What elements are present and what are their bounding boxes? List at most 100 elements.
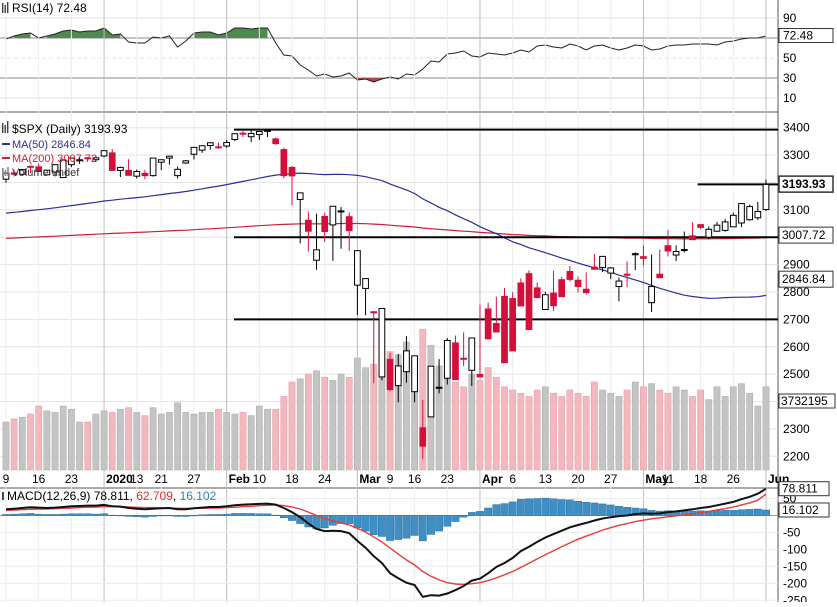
macd-histogram-bar [239, 513, 247, 516]
candle [329, 205, 337, 261]
candle-body [35, 166, 43, 173]
candle-body [403, 350, 410, 373]
rsi-tick-label: 30 [783, 71, 797, 85]
volume-bar [182, 412, 190, 471]
volume-bar [255, 405, 263, 471]
macd-histogram-bar [516, 498, 525, 516]
volume-bar [492, 376, 500, 471]
candle [501, 287, 508, 364]
candle [337, 207, 345, 249]
candle-body [296, 192, 304, 200]
volume-bar [721, 396, 729, 471]
candle-body [623, 273, 631, 276]
macd-tick-label: -150 [783, 559, 807, 573]
candle [92, 155, 100, 162]
candle [705, 226, 713, 240]
candle-body [762, 183, 770, 211]
volume-bar [648, 383, 655, 471]
volume-bar [664, 392, 672, 471]
x-tick-label: Mar [359, 472, 381, 486]
macd-tick-label: -250 [783, 593, 807, 602]
candle-body [59, 159, 67, 179]
candle [509, 292, 517, 352]
volume-bars [2, 328, 770, 471]
candle-body [149, 157, 157, 177]
volume-bar [574, 392, 582, 471]
volume-icon [2, 167, 9, 176]
macd-histogram-bar [190, 515, 198, 517]
candle-body [541, 294, 549, 311]
volume-bar [84, 421, 92, 471]
candle-body [288, 166, 296, 177]
macd-histogram-bar [435, 515, 443, 532]
rsi-overbought-fill [194, 28, 268, 38]
candle [223, 140, 231, 148]
x-tick-label: 10 [253, 472, 267, 486]
volume-bar [190, 413, 198, 471]
volume-bar [108, 412, 116, 471]
rsi-badge-text: 72.48 [783, 29, 813, 43]
candle [157, 159, 165, 171]
candle-body [435, 386, 443, 389]
candle [582, 272, 590, 295]
candle-body [272, 138, 280, 145]
volume-bar [27, 413, 34, 471]
candle-body [591, 266, 598, 270]
candle [713, 221, 721, 232]
candle [615, 277, 623, 302]
candle-body [313, 249, 320, 261]
volume-bar [2, 421, 10, 471]
macd-main-line [5, 487, 767, 599]
macd-histogram-bar [132, 515, 141, 518]
histogram-value-badge: 16.102 [778, 502, 830, 518]
volume-bar [247, 415, 255, 471]
price-tick-label: 3300 [783, 148, 810, 162]
macd-histogram-bar [2, 514, 10, 516]
candle-body [599, 255, 606, 269]
candle-body [51, 164, 59, 173]
candle-body [427, 365, 435, 418]
price-tick-label: 2200 [783, 449, 810, 463]
candle [664, 230, 672, 257]
candle [533, 282, 541, 299]
volume-bar [18, 416, 26, 471]
macd-histogram-bar [598, 503, 607, 516]
symbol-label: $SPX (Daily) 3193.93 [12, 122, 128, 136]
macd-histogram-bar [353, 515, 362, 529]
volume-bar [296, 378, 304, 471]
price-tick-label: 2900 [783, 258, 810, 272]
candle [386, 352, 394, 392]
macd-histogram-bar [247, 513, 256, 516]
rsi-fill [14, 28, 382, 82]
volume-bar [174, 402, 181, 471]
macd-tick-label: -200 [783, 576, 807, 590]
candle [746, 204, 754, 221]
macd-histogram-bar [222, 513, 231, 516]
x-tick-label: May [645, 472, 669, 486]
macd-histogram-bar [18, 513, 27, 516]
volume-badge-text: 3732195 [781, 394, 828, 408]
volume-bar [680, 389, 688, 471]
candle [370, 311, 378, 384]
macd-tick-label: -50 [783, 525, 801, 539]
volume-bar [452, 381, 459, 471]
candle [43, 169, 51, 176]
candle [697, 224, 704, 230]
volume-bar [419, 328, 427, 471]
candle [680, 231, 688, 253]
candle [68, 157, 75, 168]
candle [468, 337, 476, 386]
macd-badge-text: 78.811 [782, 482, 818, 496]
candle-body [443, 339, 451, 379]
volume-bar [198, 412, 206, 471]
candle-body [566, 270, 574, 280]
candle-body [198, 145, 206, 151]
volume-bar [754, 405, 762, 471]
candle-body [386, 358, 394, 390]
candle-body [664, 245, 672, 252]
rsi-tick-label: 90 [783, 11, 797, 25]
volume-bar [362, 367, 369, 471]
candle-body [345, 216, 353, 232]
candle [174, 166, 181, 179]
